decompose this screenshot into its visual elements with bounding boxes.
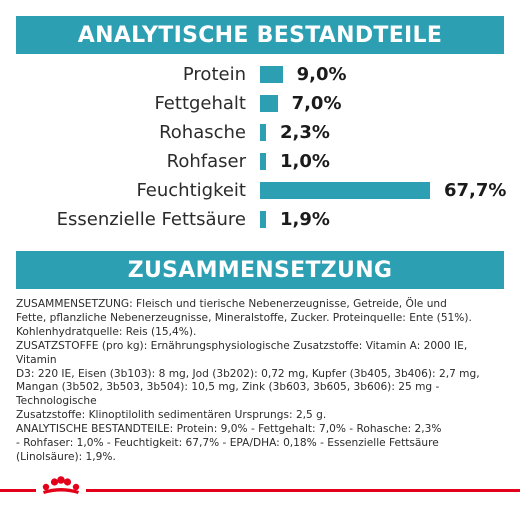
- chart-value-label: 1,0%: [280, 151, 330, 172]
- composition-line: Fette, pflanzliche Nebenerzeugnisse, Min…: [16, 311, 472, 324]
- analysis-bar-chart: Protein 9,0% Fettgehalt 7,0% Rohasche 2,3% Roh…: [0, 60, 520, 240]
- chart-bar: [260, 211, 266, 228]
- composition-header: ZUSAMMENSETZUNG: [16, 251, 504, 289]
- chart-row: Essenzielle Fettsäure 1,9%: [0, 205, 520, 235]
- analysis-header-title: ANALYTISCHE BESTANDTEILE: [77, 22, 443, 48]
- composition-header-title: ZUSAMMENSETZUNG: [127, 257, 393, 283]
- composition-line: Zusatzstoffe: Klinoptilolith sedimentäre…: [16, 409, 327, 422]
- chart-bar: [260, 66, 283, 83]
- chart-category-label: Feuchtigkeit: [136, 180, 246, 201]
- composition-line: ANALYTISCHE BESTANDTEILE: Protein: 9,0% …: [16, 423, 442, 436]
- composition-line: (Linolsäure): 1,9%.: [16, 450, 116, 463]
- chart-row: Rohasche 2,3%: [0, 118, 520, 148]
- chart-bar: [260, 182, 430, 199]
- chart-row: Fettgehalt 7,0%: [0, 89, 520, 119]
- chart-row: Protein 9,0%: [0, 60, 520, 90]
- footer-divider-left: [0, 489, 36, 492]
- chart-value-label: 2,3%: [280, 122, 330, 143]
- chart-bar: [260, 124, 266, 141]
- chart-value-label: 1,9%: [280, 209, 330, 230]
- chart-bar: [260, 153, 266, 170]
- royal-canin-crown-logo-icon: [42, 476, 80, 494]
- composition-text: ZUSAMMENSETZUNG: Fleisch und tierische N…: [16, 298, 504, 465]
- composition-line: ZUSATZSTOFFE (pro kg): Ernährungsphysiol…: [16, 339, 468, 366]
- composition-line: ZUSAMMENSETZUNG: Fleisch und tierische N…: [16, 298, 447, 310]
- composition-line: - Rohfaser: 1,0% - Feuchtigkeit: 67,7% -…: [16, 437, 439, 450]
- chart-value-label: 9,0%: [296, 64, 347, 85]
- chart-row: Feuchtigkeit 67,7%: [0, 176, 520, 206]
- analysis-header: ANALYTISCHE BESTANDTEILE: [16, 16, 504, 54]
- chart-row: Rohfaser 1,0%: [0, 147, 520, 177]
- composition-line: D3: 220 IE, Eisen (3b103): 8 mg, Jod (3b…: [16, 367, 480, 380]
- chart-category-label: Rohasche: [159, 122, 246, 143]
- chart-bar: [260, 95, 278, 112]
- chart-category-label: Rohfaser: [166, 151, 246, 172]
- chart-value-label: 67,7%: [444, 180, 507, 201]
- chart-category-label: Fettgehalt: [154, 93, 246, 114]
- chart-category-label: Protein: [182, 64, 246, 85]
- composition-line: Mangan (3b502, 3b503, 3b504): 10,5 mg, Z…: [16, 381, 440, 408]
- chart-value-label: 7,0%: [291, 93, 342, 114]
- footer-divider-right: [86, 489, 520, 492]
- chart-category-label: Essenzielle Fettsäure: [56, 209, 246, 230]
- composition-line: Kohlenhydratquelle: Reis (15,4%).: [16, 325, 197, 338]
